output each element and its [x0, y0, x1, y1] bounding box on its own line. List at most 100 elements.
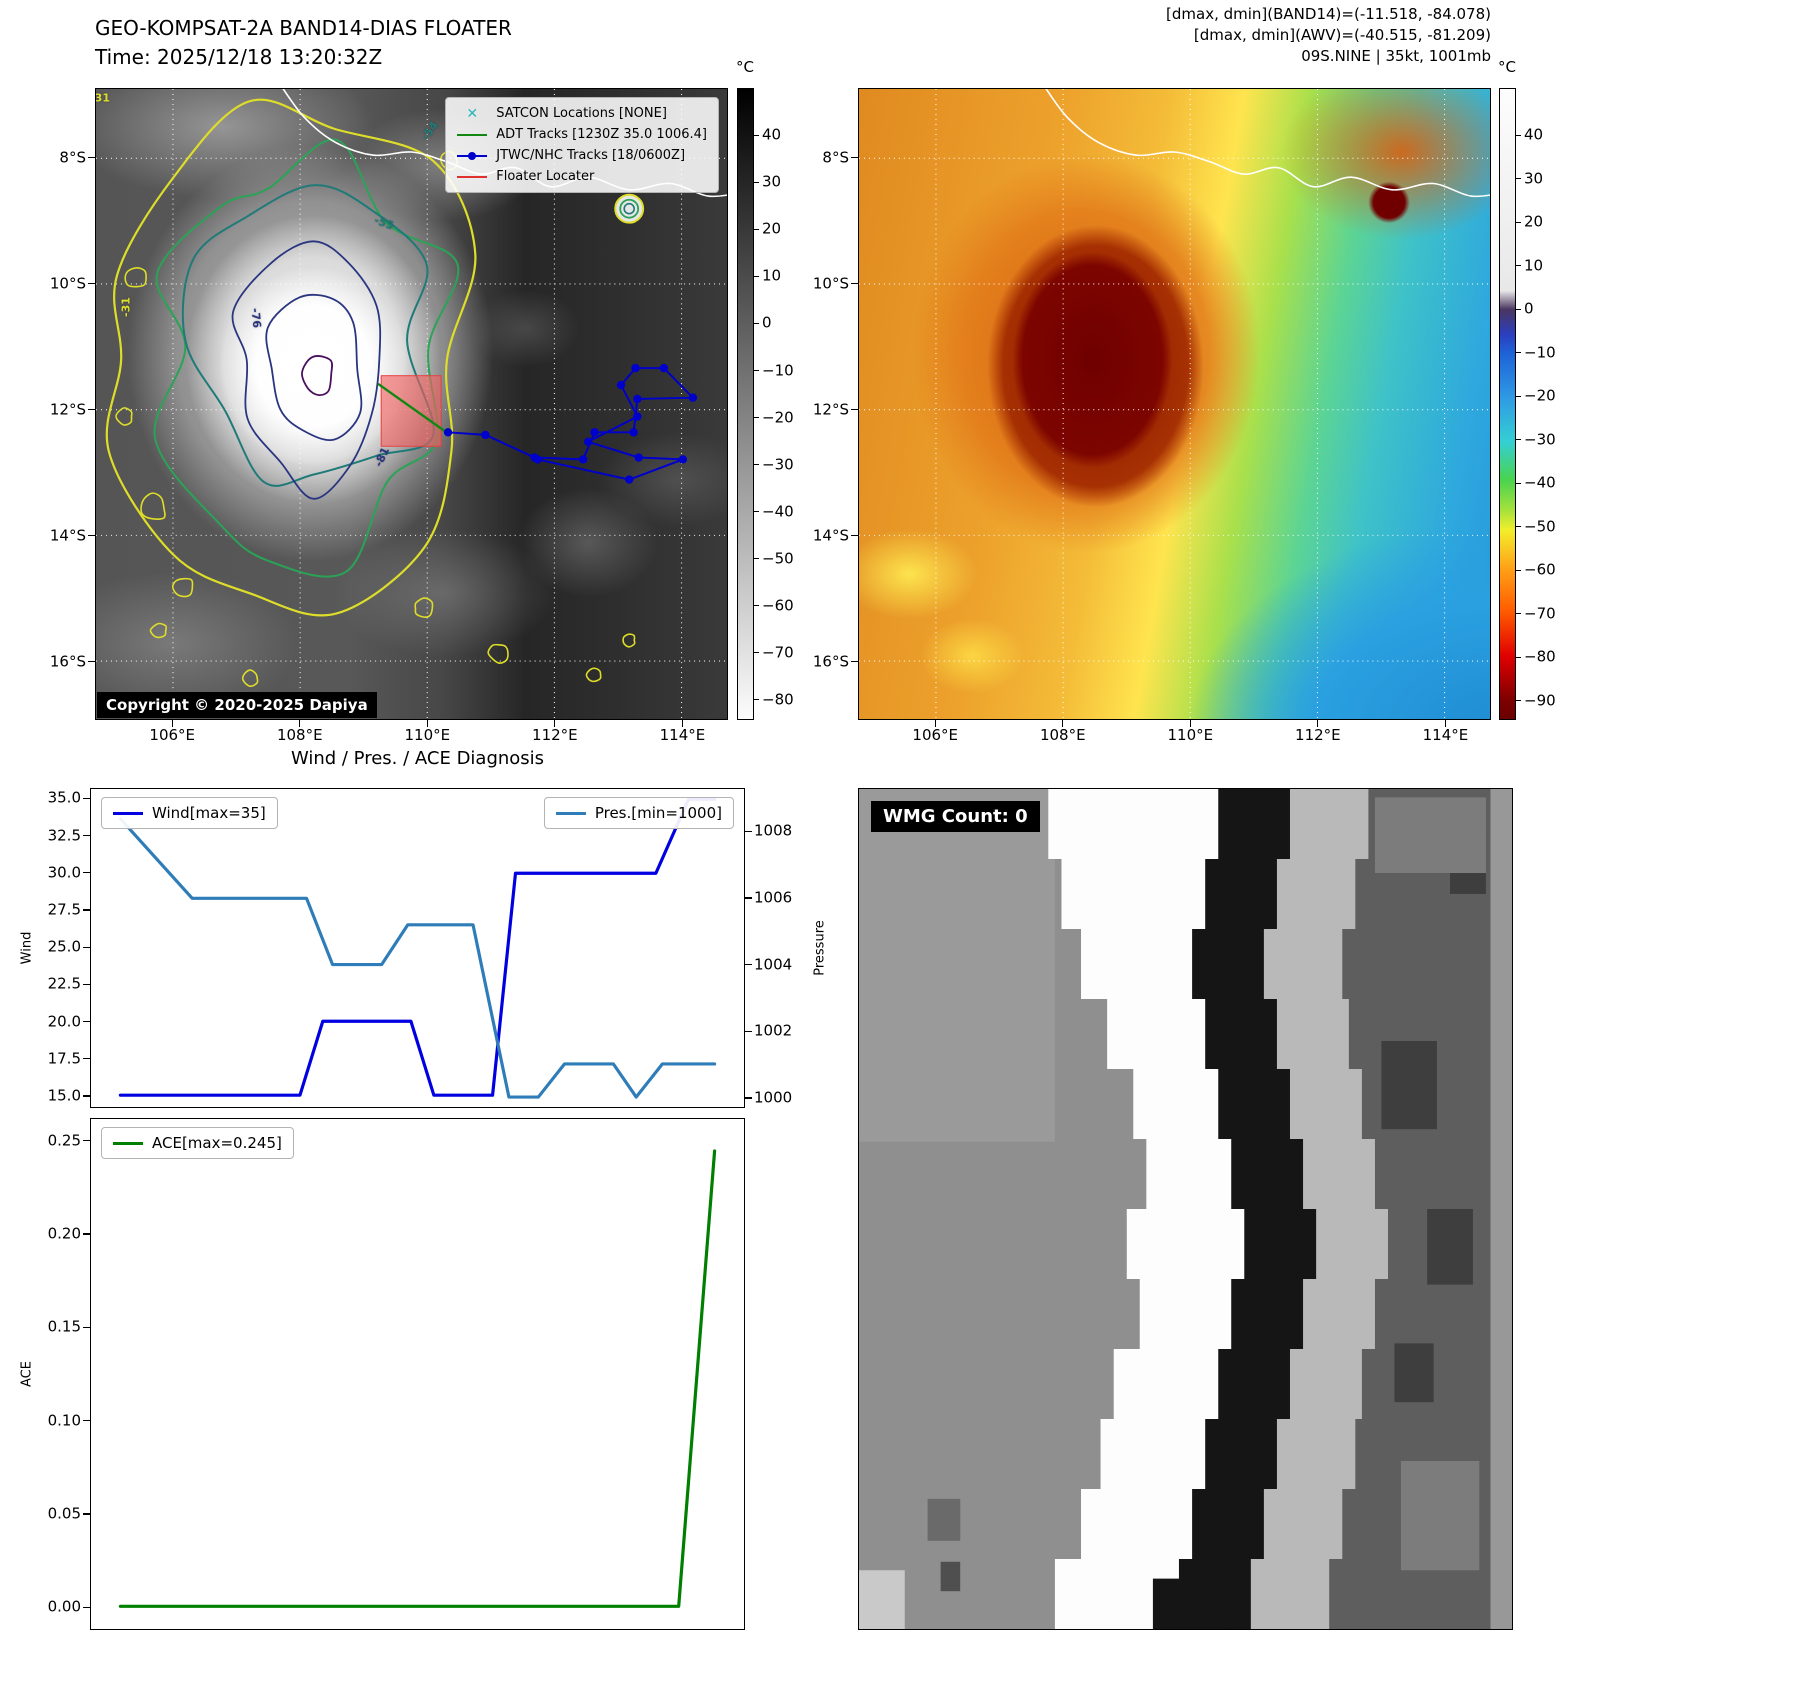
- colorbar-tick-label: −20: [1524, 386, 1556, 405]
- chart-ytick-left: 17.5: [47, 1049, 81, 1068]
- chart-ytick-left: 32.5: [47, 826, 81, 845]
- contour-label: 31: [95, 91, 110, 105]
- tick-mark: [851, 156, 858, 159]
- band14-legend: ✕ SATCON Locations [NONE] ADT Tracks [1230…: [445, 97, 719, 193]
- legend-marker: ✕: [457, 107, 487, 121]
- jtwc-track-point: [629, 428, 638, 437]
- legend-line-swatch: [555, 811, 586, 815]
- ir-contour: [153, 138, 460, 578]
- colorbar-tick-label: 0: [1524, 299, 1534, 318]
- colorbar-tick-label: 10: [762, 266, 782, 285]
- tick-mark: [83, 946, 90, 948]
- floater-rectangle: [380, 375, 442, 447]
- colorbar-tick-label: −80: [762, 690, 794, 709]
- wmg-texture-patch: [1400, 1461, 1480, 1571]
- chart-ytick-left: 20.0: [47, 1012, 81, 1031]
- jtwc-track-point: [625, 475, 634, 484]
- tick-mark: [83, 835, 90, 837]
- colorbar-tick-label: −70: [1524, 604, 1556, 623]
- colorbar-tick-label: −50: [1524, 517, 1556, 536]
- wmg-texture-patch: [1152, 1578, 1232, 1629]
- chart-ytick-left: 0.15: [47, 1317, 81, 1336]
- wmg-texture-patch: [927, 1498, 961, 1541]
- adt-track-line: [377, 382, 449, 434]
- jtwc-track-point: [443, 428, 453, 437]
- colorbar-tick-label: −80: [1524, 647, 1556, 666]
- tick-mark: [88, 661, 95, 663]
- lon-tick-label: 114°E: [659, 726, 706, 744]
- wmg-texture-patch: [1427, 1209, 1473, 1285]
- colorbar-tick-label: −30: [1524, 430, 1556, 449]
- legend-item-label: ADT Tracks [1230Z 35.0 1006.4]: [496, 127, 707, 142]
- wmg-texture-patch: [859, 1570, 905, 1629]
- lon-tick-label: 112°E: [532, 726, 578, 744]
- wmg-texture-patch: [940, 1561, 961, 1592]
- tick-mark: [88, 535, 95, 537]
- tick-mark: [83, 1326, 90, 1328]
- copyright-label: Copyright © 2020-2025 Dapiya: [97, 692, 377, 718]
- tick-mark: [745, 1097, 752, 1099]
- ir-contour: [231, 240, 382, 500]
- colorbar-tick-label: 30: [762, 172, 782, 191]
- ir-contour: [181, 184, 435, 487]
- chart-ytick-left: 0.00: [47, 1597, 81, 1616]
- tick-mark: [299, 720, 301, 727]
- tick-mark: [83, 1140, 90, 1142]
- band14-colorbar-unit: °C: [736, 58, 754, 76]
- legend-line-icon: [457, 175, 488, 178]
- lat-tick-label: 8°S: [822, 148, 849, 167]
- jtwc-track-point: [633, 394, 642, 404]
- legend-item-label: Floater Locater: [496, 169, 595, 184]
- tick-mark: [681, 720, 683, 727]
- small-contour: [241, 669, 259, 688]
- colorbar-tick-label: −90: [1524, 691, 1556, 710]
- tick-mark: [88, 409, 95, 411]
- diagnosis-title: Wind / Pres. / ACE Diagnosis: [290, 748, 545, 769]
- small-contour: [140, 492, 166, 520]
- legend-item-label: JTWC/NHC Tracks [18/0600Z]: [496, 148, 686, 163]
- coastline: [1045, 89, 1490, 198]
- tick-mark: [934, 720, 936, 727]
- tick-mark: [1516, 308, 1521, 310]
- wmg-image: [859, 789, 1512, 1629]
- tick-mark: [754, 275, 759, 278]
- legend-item-label: SATCON Locations [NONE]: [496, 106, 667, 121]
- tick-mark: [745, 897, 752, 899]
- tick-mark: [1516, 395, 1521, 397]
- tick-mark: [1516, 265, 1521, 267]
- legend-line-swatch: [113, 1141, 143, 1145]
- tick-mark: [83, 1095, 90, 1097]
- lon-tick-label: 106°E: [149, 726, 196, 744]
- tick-mark: [851, 409, 858, 411]
- chart-ytick-left: 35.0: [47, 788, 81, 807]
- chart-ytick-right: 1000: [754, 1088, 793, 1107]
- awv-satellite-image: [859, 89, 1490, 719]
- awv-header-line-1: [dmax, dmin](BAND14)=(-11.518, -84.078): [1166, 5, 1491, 23]
- chart-ytick-right: 1006: [754, 888, 793, 907]
- awv-overlay-layer: [859, 89, 1490, 719]
- jtwc-track-point: [533, 455, 542, 464]
- tick-mark: [754, 228, 759, 231]
- lon-tick-label: 108°E: [276, 726, 323, 744]
- tick-mark: [754, 134, 759, 136]
- band14-time-label: Time: 2025/12/18 13:20:32Z: [95, 45, 383, 69]
- legend-marker: [457, 128, 488, 142]
- chart-ytick-right: 1002: [754, 1021, 793, 1040]
- wmg-count-label: WMG Count: 0: [871, 801, 1040, 832]
- small-contour: [171, 577, 194, 598]
- chart-ytick-left: 30.0: [47, 863, 81, 882]
- jtwc-track-point: [688, 393, 698, 402]
- tick-mark: [83, 1233, 90, 1235]
- wind-pressure-chart: Wind[max=35] Pres.[min=1000]: [90, 788, 745, 1108]
- colorbar-tick-label: −10: [1524, 343, 1556, 362]
- satcon-x-icon: ✕: [466, 105, 479, 122]
- jtwc-track-point: [633, 412, 642, 421]
- ace-axis-label: ACE: [19, 1361, 35, 1387]
- jtwc-track-point: [578, 455, 588, 464]
- tick-mark: [745, 830, 752, 832]
- lat-tick-label: 12°S: [812, 400, 849, 419]
- series-line-0: [118, 1149, 717, 1608]
- tick-mark: [851, 535, 858, 537]
- colorbar-tick-label: 20: [1524, 212, 1544, 231]
- wmg-patch-light: [859, 789, 1055, 1142]
